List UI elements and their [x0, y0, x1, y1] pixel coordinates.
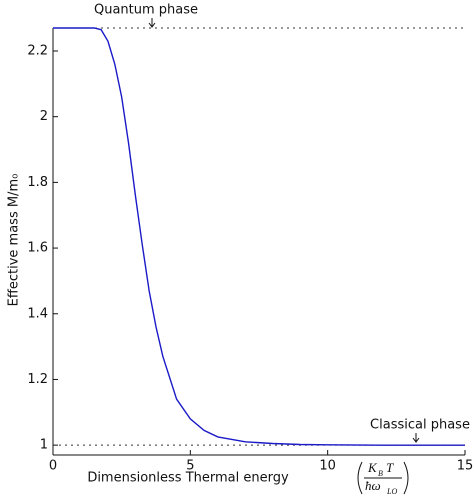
fraction-parens [357, 461, 409, 495]
fraction-num-tail: T [386, 460, 394, 475]
x-axis-label: Dimensionless Thermal energy [87, 471, 289, 486]
y-tick-label: 2.2 [27, 43, 48, 58]
fraction-den-sub: LO [386, 487, 397, 496]
fraction-den: ħω [365, 478, 381, 493]
fraction-num-sub: B [378, 469, 383, 478]
y-axis-label: Effective mass M/m₀ [7, 174, 22, 307]
fraction-num: K [367, 460, 378, 475]
y-tick-label: 1.2 [27, 372, 48, 387]
x-tick-label: 15 [457, 459, 474, 474]
x-tick-label: 10 [319, 459, 336, 474]
annotation-arrow [148, 18, 156, 28]
y-tick-label: 1.8 [27, 175, 48, 190]
annotation-arrow [412, 433, 420, 443]
annotation: Quantum phase [94, 3, 198, 18]
x-tick-label: 0 [49, 459, 57, 474]
y-tick-label: 2 [40, 109, 48, 124]
y-tick-label: 1.4 [27, 306, 48, 321]
annotation: Classical phase [370, 418, 470, 433]
line-series [53, 27, 465, 446]
x-tick-label: 5 [186, 459, 194, 474]
y-tick-label: 1 [40, 438, 48, 453]
y-tick-label: 1.6 [27, 241, 48, 256]
